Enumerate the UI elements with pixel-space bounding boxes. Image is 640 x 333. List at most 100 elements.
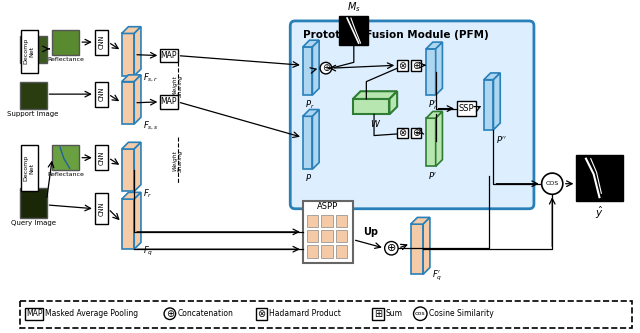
Circle shape [320,62,332,74]
FancyBboxPatch shape [95,145,108,170]
Polygon shape [134,27,141,76]
Text: Support Image: Support Image [8,111,59,117]
FancyBboxPatch shape [160,49,177,62]
Text: Masked Average Pooling: Masked Average Pooling [45,309,138,318]
Polygon shape [426,118,436,166]
Text: Reflectance: Reflectance [47,172,84,177]
FancyBboxPatch shape [20,82,47,109]
Circle shape [413,307,427,320]
Polygon shape [303,116,312,169]
FancyBboxPatch shape [307,245,318,258]
Text: Cosine Similarity: Cosine Similarity [429,309,493,318]
Polygon shape [122,192,141,199]
Polygon shape [411,224,423,274]
Polygon shape [303,40,319,47]
Polygon shape [303,110,319,116]
Text: $P_r'$: $P_r'$ [428,99,438,113]
FancyBboxPatch shape [411,60,421,71]
Text: $\hat{y}$: $\hat{y}$ [595,205,604,221]
FancyBboxPatch shape [160,95,177,109]
Text: MAP: MAP [26,309,42,318]
Text: CNN: CNN [99,151,104,165]
Text: Query Image: Query Image [11,220,56,226]
FancyBboxPatch shape [335,245,347,258]
Polygon shape [426,42,442,49]
FancyBboxPatch shape [457,101,476,116]
FancyBboxPatch shape [397,128,408,139]
FancyBboxPatch shape [255,308,267,320]
Polygon shape [134,75,141,124]
Polygon shape [312,110,319,169]
Circle shape [541,173,563,194]
Polygon shape [423,217,430,274]
Polygon shape [122,82,134,124]
Text: $P''$: $P''$ [497,134,508,145]
FancyBboxPatch shape [335,230,347,242]
FancyBboxPatch shape [335,214,347,227]
FancyBboxPatch shape [95,193,108,224]
FancyBboxPatch shape [321,230,333,242]
Text: COS: COS [546,181,559,186]
FancyBboxPatch shape [20,301,632,328]
FancyBboxPatch shape [307,230,318,242]
Text: ⊕: ⊕ [387,243,396,253]
FancyBboxPatch shape [20,30,38,73]
Text: ⊗: ⊗ [257,309,266,319]
Text: $F_{s,r}$: $F_{s,r}$ [143,72,159,84]
Polygon shape [436,42,442,95]
Text: ⊗: ⊗ [398,61,406,71]
Text: $P'$: $P'$ [428,170,437,181]
FancyBboxPatch shape [95,30,108,55]
Polygon shape [436,112,442,166]
FancyBboxPatch shape [26,308,43,320]
FancyBboxPatch shape [372,308,383,320]
FancyBboxPatch shape [321,245,333,258]
FancyBboxPatch shape [291,21,534,209]
Text: MAP: MAP [161,97,177,106]
Text: CNN: CNN [99,35,104,49]
Text: ⊕: ⊕ [322,63,330,73]
Text: Prototype Fusion Module (PFM): Prototype Fusion Module (PFM) [303,30,488,40]
Text: Sum: Sum [386,309,403,318]
FancyBboxPatch shape [95,82,108,107]
FancyBboxPatch shape [20,187,47,218]
Text: $W$: $W$ [371,118,381,129]
Polygon shape [122,149,134,191]
Circle shape [385,241,398,255]
Text: Decomp
Net: Decomp Net [24,155,35,181]
Text: $F_q$: $F_q$ [143,244,153,258]
Circle shape [164,308,175,320]
FancyBboxPatch shape [339,16,368,45]
Polygon shape [312,40,319,95]
Polygon shape [303,47,312,95]
Text: ⊕: ⊕ [412,61,420,71]
Text: $M_s$: $M_s$ [347,0,361,14]
FancyBboxPatch shape [307,214,318,227]
Text: Concatenation: Concatenation [177,309,234,318]
Polygon shape [484,80,493,130]
Text: MAP: MAP [161,51,177,60]
Text: ⊕: ⊕ [166,309,174,319]
Text: Weight
Sharing: Weight Sharing [172,74,183,97]
FancyBboxPatch shape [52,145,79,170]
Polygon shape [493,73,500,130]
Text: $F_q'$: $F_q'$ [432,269,442,283]
Polygon shape [134,142,141,191]
Polygon shape [390,91,397,114]
Polygon shape [134,192,141,249]
Text: Reflectance: Reflectance [47,57,84,62]
Polygon shape [122,142,141,149]
Text: $P$: $P$ [305,172,312,183]
Polygon shape [484,73,500,80]
Text: Decomp
Net: Decomp Net [24,38,35,64]
Polygon shape [353,91,397,99]
Text: $F_{s,s}$: $F_{s,s}$ [143,120,159,132]
FancyBboxPatch shape [411,128,421,139]
Text: Weight
Sharing: Weight Sharing [172,149,183,172]
Text: CNN: CNN [99,87,104,101]
Polygon shape [426,49,436,95]
Text: ⊞: ⊞ [374,309,382,319]
Text: Up: Up [363,227,378,237]
FancyBboxPatch shape [20,145,38,191]
FancyBboxPatch shape [52,30,79,55]
